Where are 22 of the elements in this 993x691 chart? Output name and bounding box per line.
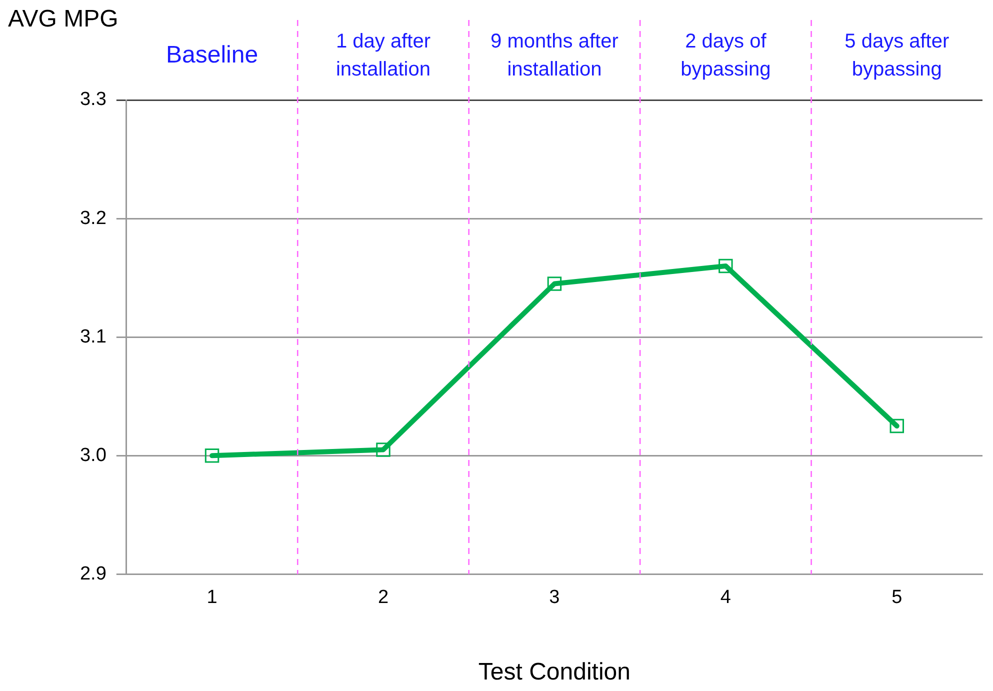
- point: [890, 418, 904, 434]
- y-axis-title: AVG MPG: [8, 6, 118, 33]
- y-tick-label: 3.1: [80, 326, 106, 348]
- y-tick-label: 3.2: [80, 208, 106, 229]
- x-tick-label: 4: [720, 586, 732, 608]
- point: [376, 442, 390, 457]
- x-tick-label: 2: [378, 586, 389, 608]
- y-tick-label: 3.3: [80, 89, 106, 110]
- point: [547, 276, 562, 291]
- point: [204, 448, 220, 463]
- text: 5 days after bypassing: [844, 30, 950, 81]
- text: 2 days of bypassing: [680, 30, 771, 81]
- text: 1 day after installation: [336, 30, 431, 81]
- text: 9 months after installation: [490, 30, 619, 81]
- point: [718, 258, 733, 274]
- text: Baseline: [166, 42, 258, 69]
- x-tick-label: 5: [892, 586, 902, 608]
- x-tick-label: 1: [206, 586, 218, 608]
- y-tick-label: 2.9: [80, 563, 106, 584]
- y-tick-label: 3.0: [80, 444, 106, 466]
- x-axis-title: Test Condition: [478, 658, 631, 686]
- x-tick-label: 3: [549, 586, 560, 608]
